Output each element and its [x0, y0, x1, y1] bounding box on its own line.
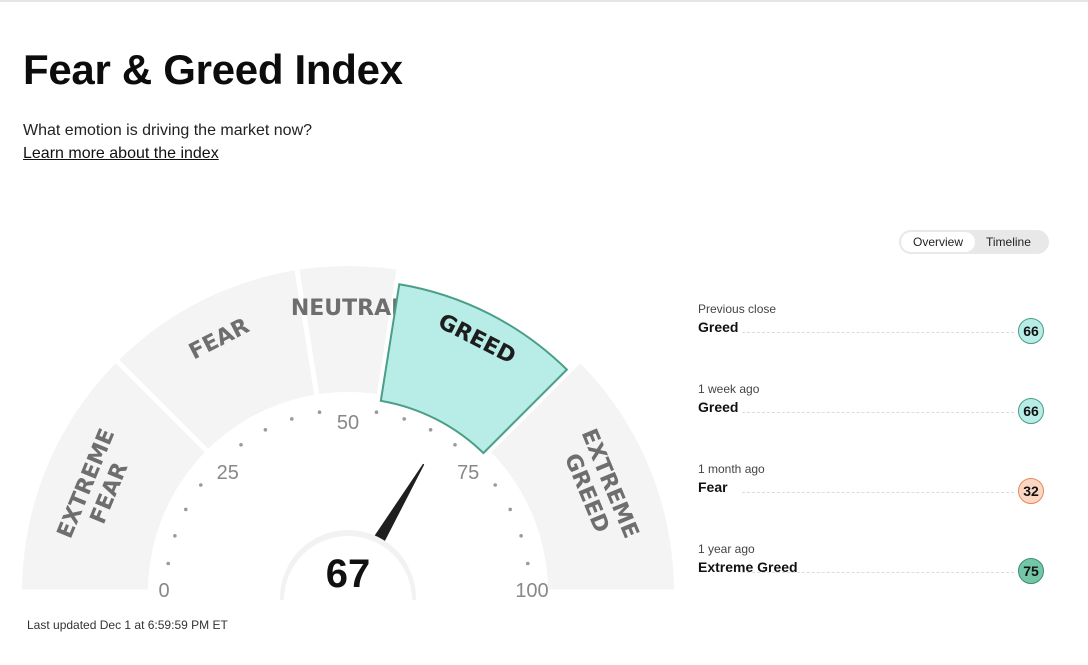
history-item-1-week-ago: 1 week ago Greed 66 — [698, 380, 1048, 460]
segment-label: NEUTRAL — [291, 296, 405, 321]
tick-label: 75 — [457, 462, 479, 484]
history-value-badge: 66 — [1018, 398, 1044, 424]
tick-label: 25 — [217, 462, 239, 484]
gauge-dot — [493, 483, 498, 487]
page-title: Fear & Greed Index — [23, 46, 403, 93]
view-toggle: Overview Timeline — [899, 230, 1049, 254]
gauge-segment-greed — [379, 283, 569, 455]
gauge-hub — [284, 536, 412, 600]
gauge-dot — [263, 428, 268, 432]
history-value-badge: 32 — [1018, 478, 1044, 504]
gauge-segment-extreme-fear — [22, 363, 205, 590]
gauge-dot — [173, 534, 177, 538]
last-updated-text: Last updated Dec 1 at 6:59:59 PM ET — [27, 618, 228, 632]
gauge-dot — [166, 561, 170, 566]
gauge-dot — [239, 443, 243, 447]
history-label: 1 week ago — [698, 382, 760, 396]
gauge-segment-extreme-greed — [491, 363, 674, 590]
history-rating: Greed — [698, 319, 739, 335]
history-label: 1 month ago — [698, 462, 765, 476]
history-item-1-year-ago: 1 year ago Extreme Greed 75 — [698, 540, 1048, 620]
history-rating: Extreme Greed — [698, 559, 798, 575]
gauge-dot — [290, 417, 294, 421]
dashed-leader — [742, 332, 1014, 333]
tick-label: 100 — [515, 580, 548, 600]
gauge-dot — [428, 428, 433, 432]
gauge-segment-neutral — [299, 266, 397, 395]
top-divider — [0, 0, 1088, 2]
gauge-dot — [184, 507, 188, 512]
history-list: Previous close Greed 66 1 week ago Greed… — [698, 300, 1048, 620]
gauge-dot — [374, 410, 379, 414]
gauge-dot — [453, 443, 457, 447]
history-value-badge: 66 — [1018, 318, 1044, 344]
history-label: Previous close — [698, 302, 777, 316]
fear-greed-gauge: EXTREMEFEARFEARNEUTRALGREEDEXTREMEGREED0… — [22, 266, 674, 600]
dashed-leader — [742, 412, 1014, 413]
segment-label-line: NEUTRAL — [291, 296, 405, 321]
history-value-badge: 75 — [1018, 558, 1044, 584]
gauge-dot — [508, 507, 512, 512]
history-rating: Fear — [698, 479, 728, 495]
overview-tab[interactable]: Overview — [901, 232, 975, 252]
gauge-dot — [519, 534, 523, 538]
timeline-tab[interactable]: Timeline — [986, 235, 1031, 249]
tick-label: 0 — [158, 580, 169, 600]
gauge-dot — [199, 483, 203, 487]
dashed-leader — [742, 492, 1014, 493]
gauge-dot — [402, 417, 407, 421]
history-label: 1 year ago — [698, 542, 755, 556]
tick-label: 50 — [337, 412, 359, 434]
history-item-previous-close: Previous close Greed 66 — [698, 300, 1048, 380]
gauge-value: 67 — [326, 552, 371, 596]
page-subtitle: What emotion is driving the market now? — [23, 122, 313, 139]
learn-more-link[interactable]: Learn more about the index — [23, 145, 219, 162]
history-rating: Greed — [698, 399, 739, 415]
history-item-1-month-ago: 1 month ago Fear 32 — [698, 460, 1048, 540]
dashed-leader — [742, 572, 1014, 573]
gauge-dot — [526, 561, 530, 566]
gauge-segment-fear — [119, 270, 315, 449]
gauge-dot — [317, 410, 322, 414]
